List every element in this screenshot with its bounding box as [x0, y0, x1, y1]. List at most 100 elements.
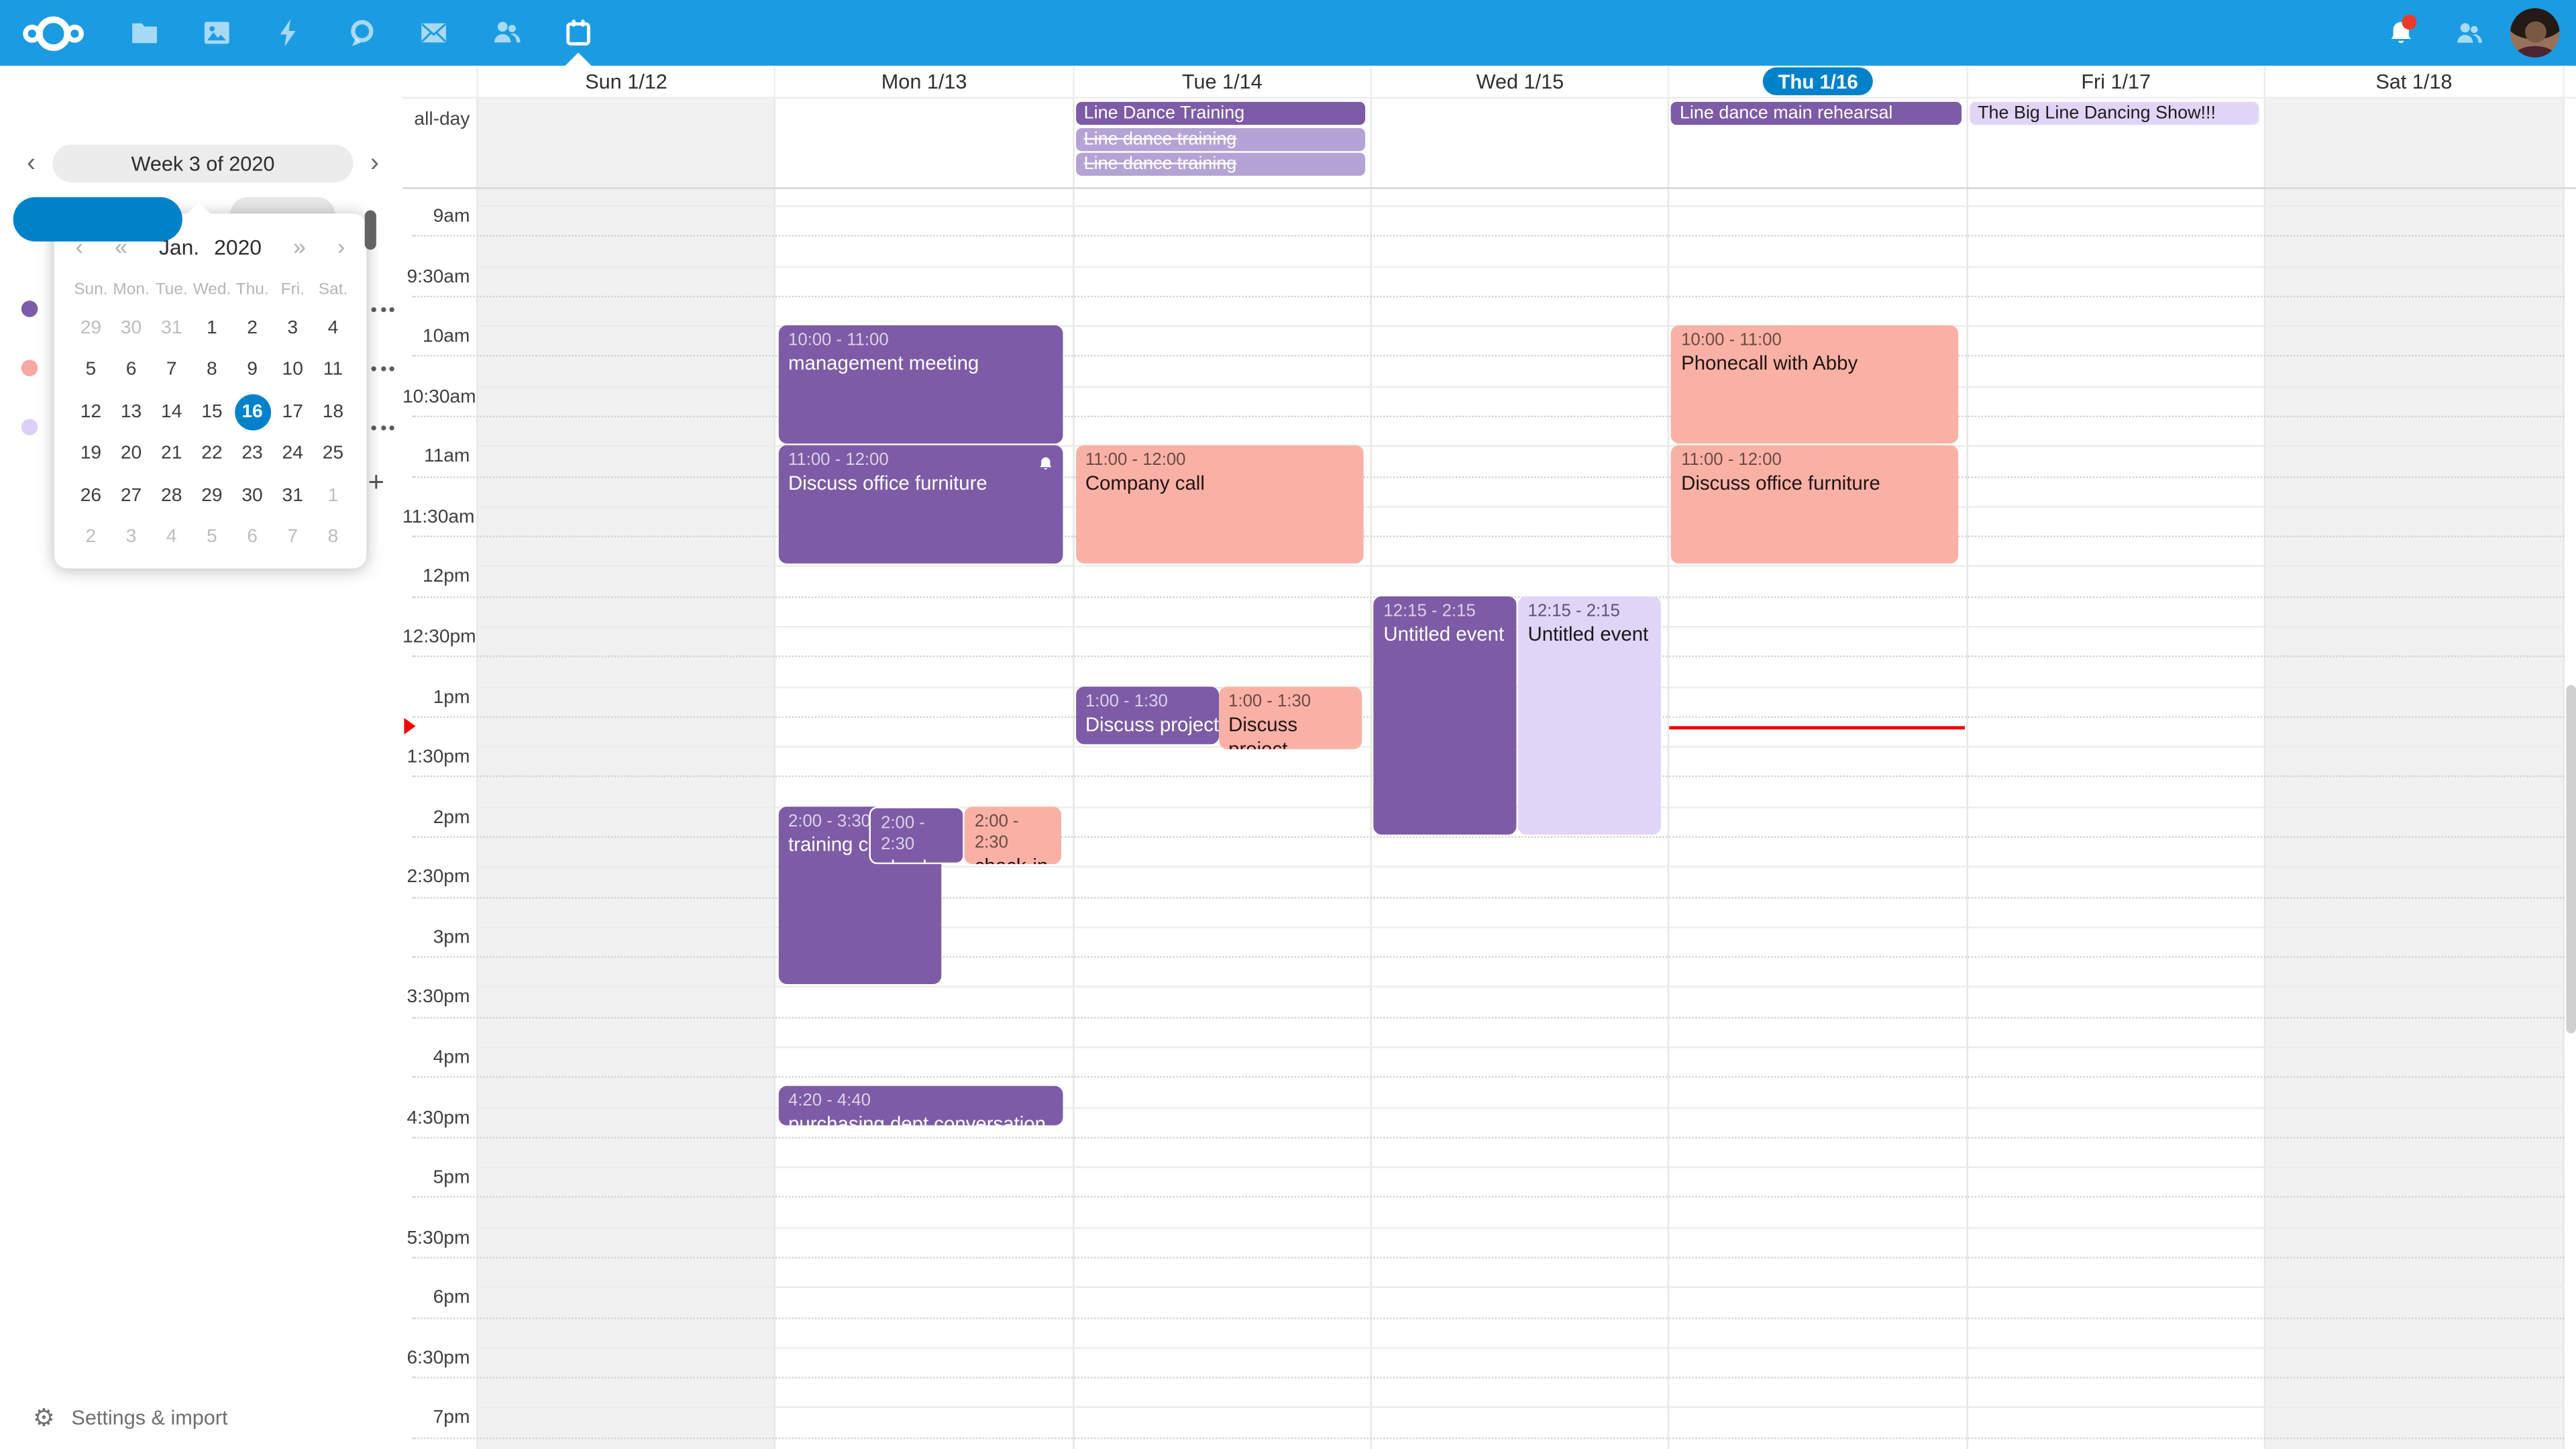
datepicker-day[interactable]: 8 — [207, 360, 217, 380]
datepicker-prev-month-button[interactable]: ‹ — [75, 233, 84, 260]
allday-cell[interactable] — [2265, 98, 2564, 188]
datepicker-day[interactable]: 4 — [327, 318, 339, 338]
datepicker-day[interactable]: 5 — [85, 360, 97, 380]
datepicker-day[interactable]: 2 — [247, 318, 258, 338]
allday-event[interactable]: Line dance training — [1075, 152, 1366, 176]
datepicker-day[interactable]: 29 — [80, 318, 102, 338]
datepicker-day[interactable]: 2 — [85, 527, 97, 548]
datepicker-day[interactable]: 27 — [120, 486, 142, 506]
datepicker-day[interactable]: 28 — [161, 486, 182, 506]
app-files-icon[interactable] — [121, 10, 168, 56]
allday-event[interactable]: The Big Line Dancing Show!!! — [1969, 101, 2259, 125]
app-photos-icon[interactable] — [194, 10, 240, 56]
datepicker-day[interactable]: 3 — [287, 318, 299, 338]
allday-cell[interactable] — [776, 98, 1074, 188]
day-header-1[interactable]: Mon 1/13 — [776, 65, 1074, 97]
datepicker-day[interactable]: 23 — [241, 443, 263, 464]
datepicker-day[interactable]: 12 — [80, 402, 102, 422]
main-scrollbar[interactable] — [2565, 685, 2575, 1034]
new-event-button[interactable] — [13, 197, 182, 242]
datepicker-year[interactable]: 2020 — [214, 233, 262, 259]
datepicker-day[interactable]: 31 — [161, 318, 182, 338]
day-column[interactable] — [478, 189, 776, 1449]
datepicker-day[interactable]: 1 — [327, 486, 339, 506]
day-header-5[interactable]: Fri 1/17 — [1968, 65, 2266, 97]
allday-cell[interactable] — [1372, 98, 1670, 188]
datepicker-day[interactable]: 7 — [287, 527, 299, 548]
datepicker-day[interactable]: 24 — [282, 443, 303, 464]
event[interactable]: 4:20 - 4:40 purchasing dept conversation — [778, 1086, 1063, 1125]
datepicker-day[interactable]: 30 — [120, 318, 142, 338]
datepicker-day[interactable]: 14 — [161, 402, 182, 422]
user-avatar[interactable] — [2510, 8, 2560, 58]
contacts-menu-icon[interactable] — [2443, 8, 2492, 57]
datepicker-day[interactable]: 26 — [80, 486, 102, 506]
allday-cell[interactable]: Line dance main rehearsal — [1670, 98, 1968, 188]
datepicker-day[interactable]: 15 — [201, 402, 223, 422]
calendar-actions-menu-icon[interactable] — [371, 365, 394, 371]
day-header-2[interactable]: Tue 1/14 — [1074, 65, 1373, 97]
nextcloud-logo-icon[interactable] — [23, 13, 84, 53]
allday-cell[interactable]: The Big Line Dancing Show!!! — [1968, 98, 2266, 188]
datepicker-day[interactable]: 30 — [241, 486, 263, 506]
calendar-actions-menu-icon[interactable] — [371, 425, 394, 430]
week-label[interactable]: Week 3 of 2020 — [52, 144, 354, 182]
day-column[interactable] — [1968, 189, 2266, 1449]
datepicker-day[interactable]: 8 — [327, 527, 339, 548]
event[interactable]: 11:00 - 12:00 Discuss office furniture — [1671, 445, 1959, 564]
app-mail-icon[interactable] — [411, 10, 457, 56]
day-header-6[interactable]: Sat 1/18 — [2266, 65, 2564, 97]
event[interactable]: 11:00 - 12:00 Discuss office furniture — [778, 445, 1063, 564]
next-week-button[interactable]: › — [356, 146, 392, 182]
datepicker-next-month-button[interactable]: › — [337, 233, 345, 260]
datepicker-day[interactable]: 1 — [207, 318, 217, 338]
new-calendar-button[interactable]: + — [358, 465, 394, 501]
datepicker-day[interactable]: 3 — [125, 527, 137, 548]
datepicker-day[interactable]: 20 — [120, 443, 142, 464]
datepicker-day[interactable]: 7 — [166, 360, 177, 380]
allday-cell[interactable] — [478, 98, 776, 188]
app-talk-icon[interactable] — [338, 10, 384, 56]
calendar-actions-menu-icon[interactable] — [371, 306, 394, 312]
calendar-list-item[interactable] — [0, 338, 402, 397]
day-header-4[interactable]: Thu 1/16 — [1670, 65, 1968, 97]
datepicker-day[interactable]: 25 — [322, 443, 344, 464]
datepicker-day[interactable]: 16 — [232, 391, 272, 433]
notifications-bell-icon[interactable] — [2375, 8, 2424, 57]
allday-event[interactable]: Line dance training — [1075, 127, 1366, 151]
day-column[interactable]: 10:00 - 11:00 Phonecall with Abby 11:00 - … — [1670, 189, 1968, 1449]
calendar-list-item[interactable] — [0, 398, 402, 457]
event[interactable]: 11:00 - 12:00 Company call — [1075, 445, 1363, 564]
datepicker-day[interactable]: 19 — [80, 443, 102, 464]
app-contacts-icon[interactable] — [483, 10, 529, 56]
app-calendar-icon[interactable] — [555, 10, 602, 56]
day-column[interactable]: 11:00 - 12:00 Company call 1:00 - 1:30 Disc… — [1074, 189, 1373, 1449]
event[interactable]: 12:15 - 2:15 Untitled event — [1373, 596, 1516, 835]
sidebar-scrollbar[interactable] — [364, 210, 376, 250]
datepicker-day[interactable]: 18 — [322, 402, 344, 422]
datepicker-day[interactable]: 11 — [323, 360, 343, 380]
datepicker-day[interactable]: 10 — [282, 360, 303, 380]
datepicker-day[interactable]: 6 — [247, 527, 258, 548]
day-header-0[interactable]: Sun 1/12 — [478, 65, 776, 97]
datepicker-day[interactable]: 6 — [125, 360, 137, 380]
app-activity-icon[interactable] — [266, 10, 313, 56]
datepicker-day[interactable]: 9 — [247, 360, 258, 380]
day-column[interactable]: 12:15 - 2:15 Untitled event 12:15 - 2:15 Un… — [1372, 189, 1670, 1449]
event[interactable]: 2:00 - 2:30check-in — [965, 806, 1061, 865]
event[interactable]: 10:00 - 11:00 Phonecall with Abby — [1671, 325, 1959, 444]
event[interactable]: 2:00 - 2:30check-in — [869, 806, 965, 865]
event[interactable]: 10:00 - 11:00 management meeting — [778, 325, 1063, 444]
allday-event[interactable]: Line Dance Training — [1075, 101, 1366, 125]
allday-event[interactable]: Line dance main rehearsal — [1671, 101, 1962, 125]
allday-cell[interactable]: Line Dance Training Line dance training Li… — [1074, 98, 1373, 188]
datepicker-day[interactable]: 31 — [282, 486, 303, 506]
previous-week-button[interactable]: ‹ — [13, 146, 50, 182]
settings-import-button[interactable]: ⚙ Settings & import — [0, 1387, 402, 1449]
datepicker-day[interactable]: 17 — [282, 402, 303, 422]
event[interactable]: 12:15 - 2:15 Untitled event — [1517, 596, 1660, 835]
datepicker-day[interactable]: 4 — [166, 527, 177, 548]
calendar-list-item[interactable] — [0, 279, 402, 338]
